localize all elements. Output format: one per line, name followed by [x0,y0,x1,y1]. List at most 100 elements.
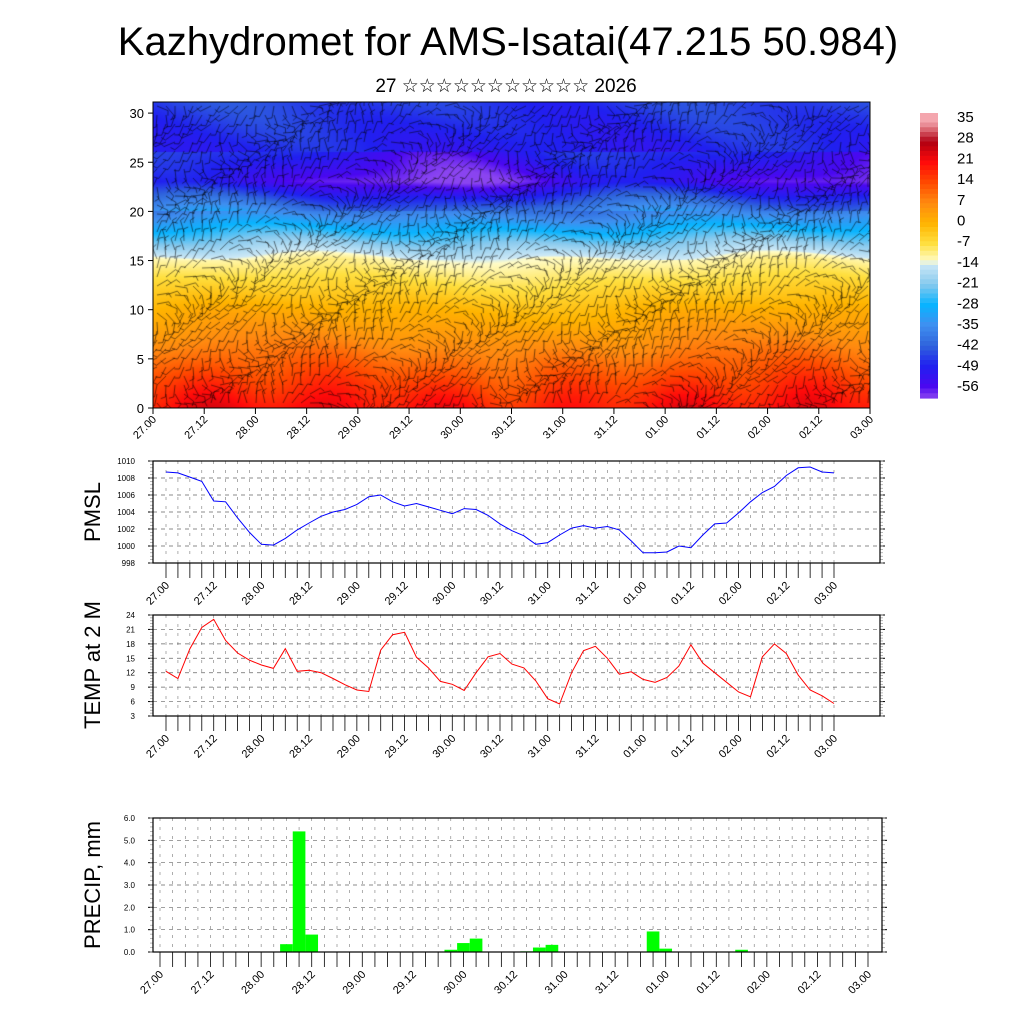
colorbar-segment [920,369,938,375]
x-tick-label: 28.00 [240,733,268,761]
x-tick-label: 27.00 [144,733,172,761]
temp-frame [152,614,881,717]
temp-panel: 3 6 9 12 15 18 21 24 27.00 27.12 28.00 28.12 29.00 29… [80,601,885,761]
colorbar-label: 21 [957,150,974,167]
precip-bar [646,931,660,952]
colorbar-segment [920,288,938,295]
precip-bar [545,944,559,952]
colorbar-segment [920,255,938,261]
precip-bar [659,948,673,952]
temp-axis-title: TEMP at 2 M [80,601,105,729]
x-tick-label: 30.12 [490,414,518,442]
x-tick-label: 02.00 [717,580,745,608]
colorbar-segment [920,379,938,385]
precip-frame [152,817,883,953]
x-tick-label: 29.12 [383,580,411,608]
colorbar-segment [920,326,938,333]
y-tick-label: 0 [137,401,144,416]
colorbar-label: -49 [957,357,979,374]
x-tick-label: 28.00 [234,414,262,442]
colorbar-segment [920,113,938,119]
colorbar-segment [920,189,938,195]
colorbar-segment [920,274,938,280]
colorbar-segment [920,260,938,266]
colorbar-segment [920,217,938,223]
y-tick-label: 5 [137,352,144,367]
x-tick-label: 31.00 [543,969,571,997]
colorbar-segment [920,203,938,209]
colorbar-label: -21 [957,275,979,292]
x-tick-label: 29.00 [335,733,363,761]
colorbar-segment [920,360,938,366]
colorbar-segment [920,364,938,371]
colorbar-segment [920,250,938,257]
colorbar-label: -7 [957,233,970,250]
colorbar-segment [920,298,938,304]
x-tick-label: 28.12 [287,580,315,608]
x-tick-label: 31.12 [593,969,621,997]
x-tick-label: 02.00 [745,969,773,997]
y-tick-label: 998 [122,559,136,568]
colorbar: 35 28 21 14 7 0 -7 -14 -21 -28 -35 -42 -49 -56 [920,109,979,399]
colorbar-segment [920,222,938,228]
x-tick-label: 30.00 [438,414,466,442]
x-tick-label: 28.00 [240,580,268,608]
x-tick-label: 03.00 [812,580,840,608]
colorbar-label: 7 [957,192,965,209]
y-tick-label: 18 [126,640,135,649]
y-tick-label: 1010 [117,457,135,466]
x-tick-label: 27.12 [192,733,220,761]
colorbar-segment [920,284,938,290]
x-tick-label: 27.00 [144,580,172,608]
x-tick-label: 29.00 [340,969,368,997]
colorbar-segment [920,146,938,152]
colorbar-label: 0 [957,213,965,230]
precip-bar [280,944,293,952]
colorbar-segment [920,208,938,214]
x-tick-label: 01.00 [621,580,649,608]
x-tick-label: 30.00 [442,969,470,997]
y-tick-label: 30 [130,106,144,121]
precip-bar [532,947,546,952]
x-tick-label: 31.00 [541,414,569,442]
colorbar-segment [920,174,938,181]
colorbar-segment [920,179,938,185]
colorbar-label: 14 [957,171,974,188]
x-tick-label: 27.00 [138,969,166,997]
colorbar-segment [920,212,938,219]
y-tick-label: 0.0 [124,948,136,957]
y-tick-label: 12 [126,669,135,678]
y-tick-label: 25 [130,155,144,170]
x-tick-label: 01.12 [669,733,697,761]
colorbar-segment [920,246,938,252]
x-tick-label: 01.00 [621,733,649,761]
precip-bar [444,949,458,952]
x-tick-label: 31.00 [526,580,554,608]
y-tick-label: 15 [130,254,144,269]
x-tick-label: 27.12 [189,969,217,997]
pmsl-panel: 998 1000 1002 1004 1006 1008 1010 27.00 27.12 28.… [80,457,885,608]
colorbar-label: -35 [957,316,979,333]
colorbar-segment [920,132,938,138]
x-tick-label: 28.12 [287,733,315,761]
colorbar-segment [920,236,938,242]
x-tick-label: 29.12 [391,969,419,997]
temp-line [165,618,835,705]
colorbar-segment [920,117,938,124]
colorbar-segment [920,293,938,299]
colorbar-label: -42 [957,337,979,354]
colorbar-segment [920,303,938,309]
precip-axis-title: PRECIP, mm [80,821,105,949]
colorbar-segment [920,155,938,162]
y-tick-label: 1002 [117,525,135,534]
x-tick-label: 03.00 [812,733,840,761]
x-tick-label: 30.00 [430,733,458,761]
x-tick-label: 01.12 [694,969,722,997]
x-tick-label: 27.00 [131,414,159,442]
x-tick-label: 29.12 [383,733,411,761]
x-tick-label: 29.12 [387,414,415,442]
colorbar-segment [920,165,938,171]
x-tick-label: 01.12 [669,580,697,608]
x-tick-label: 31.00 [526,733,554,761]
